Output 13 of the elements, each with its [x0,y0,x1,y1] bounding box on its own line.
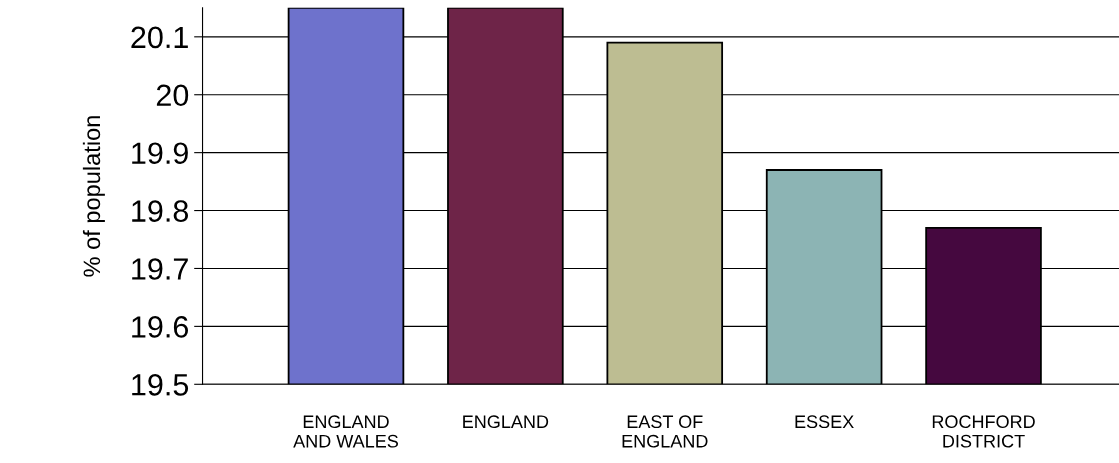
y-tick-label: 19.9 [132,142,188,165]
y-tick-label: 19.5 [132,374,189,396]
x-tick-label: ENGLAND AND WALES [293,415,398,448]
y-axis-title: % of population [82,116,105,277]
y-tick-label: 19.8 [132,200,189,222]
x-tick-label: ESSEX [795,415,854,429]
x-tick-label: ROCHFORD DISTRICT [932,415,1035,448]
x-tick-label: ENGLAND [463,415,549,429]
y-tick-label: 19.6 [132,316,189,338]
y-tick-label: 20.1 [131,26,188,49]
x-tick-label: EAST OF ENGLAND [622,415,708,448]
y-tick-label: 20 [156,84,189,107]
y-tick-label: 19.7 [132,258,188,280]
